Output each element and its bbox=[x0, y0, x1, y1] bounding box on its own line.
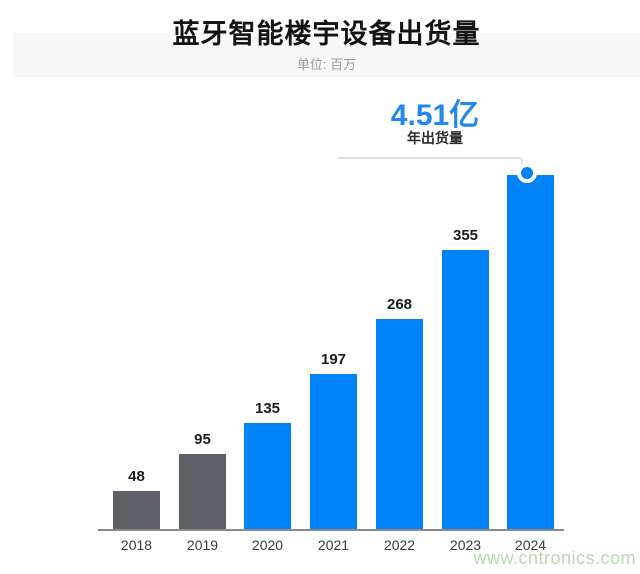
bar-value-label-2022: 268 bbox=[386, 296, 413, 313]
x-tick-label-2018: 2018 bbox=[120, 537, 153, 553]
peak-marker-dot bbox=[516, 163, 537, 183]
x-tick-label-2020: 2020 bbox=[251, 537, 284, 553]
bar-2024 bbox=[507, 175, 554, 529]
x-tick-label-2022: 2022 bbox=[383, 537, 416, 553]
bar-value-label-2020: 135 bbox=[254, 400, 281, 417]
bar-2021 bbox=[310, 374, 357, 529]
x-tick-label-2021: 2021 bbox=[317, 537, 350, 553]
chart-title: 蓝牙智能楼宇设备出货量 bbox=[172, 19, 481, 49]
x-tick-label-2023: 2023 bbox=[449, 537, 482, 553]
bar-2023 bbox=[442, 250, 489, 529]
x-axis-line bbox=[98, 529, 564, 531]
highlight-value: 4.51亿 bbox=[390, 99, 480, 132]
header-band bbox=[13, 33, 640, 77]
bar-2020 bbox=[244, 423, 291, 529]
x-tick-label-2024: 2024 bbox=[514, 537, 547, 553]
bar-value-label-2021: 197 bbox=[320, 351, 347, 368]
bar-value-label-2019: 95 bbox=[194, 431, 211, 448]
bar-value-label-2018: 48 bbox=[128, 468, 145, 485]
bar-value-label-2023: 355 bbox=[452, 227, 479, 244]
bar-2018 bbox=[113, 491, 160, 529]
highlight-label: 年出货量 bbox=[407, 130, 463, 146]
callout-connector-line bbox=[338, 157, 523, 169]
bar-2022 bbox=[376, 319, 423, 529]
watermark-text: www.cntronics.com bbox=[473, 548, 636, 568]
bar-2019 bbox=[179, 454, 226, 529]
chart-unit-note: 单位: 百万 bbox=[296, 57, 357, 72]
x-tick-label-2019: 2019 bbox=[186, 537, 219, 553]
